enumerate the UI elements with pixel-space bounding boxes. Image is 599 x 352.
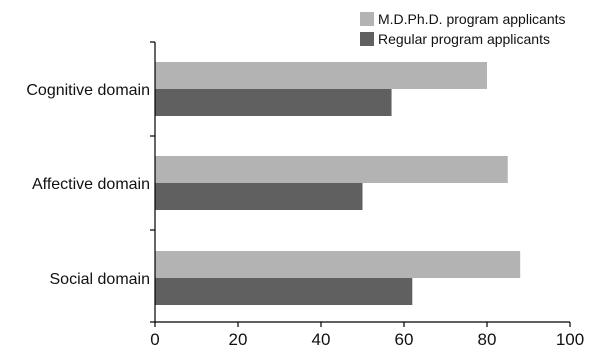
legend-swatch-mdphd (360, 12, 374, 26)
bar-mdphd-affective-domain (155, 156, 508, 183)
x-tick-label: 20 (229, 330, 248, 349)
bar-mdphd-social-domain (155, 251, 521, 278)
bar-regular-affective-domain (155, 183, 363, 210)
legend-label-mdphd: M.D.Ph.D. program applicants (378, 11, 566, 27)
legend: M.D.Ph.D. program applicants Regular prog… (360, 11, 566, 47)
bars-group (155, 62, 521, 305)
x-tick-label: 100 (556, 330, 584, 349)
bar-regular-cognitive-domain (155, 89, 392, 116)
bar-mdphd-cognitive-domain (155, 62, 487, 89)
category-label-social-domain: Social domain (50, 271, 151, 288)
x-tick-label: 40 (312, 330, 331, 349)
x-tick-label: 80 (478, 330, 497, 349)
axes-group: Cognitive domain Affective domain Social d… (26, 41, 584, 349)
legend-label-regular: Regular program applicants (378, 31, 550, 47)
x-tick-label: 0 (150, 330, 159, 349)
bar-regular-social-domain (155, 278, 413, 305)
x-tick-label: 60 (395, 330, 414, 349)
legend-swatch-regular (360, 32, 374, 46)
category-label-affective-domain: Affective domain (32, 176, 150, 193)
category-label-cognitive-domain: Cognitive domain (26, 82, 150, 99)
